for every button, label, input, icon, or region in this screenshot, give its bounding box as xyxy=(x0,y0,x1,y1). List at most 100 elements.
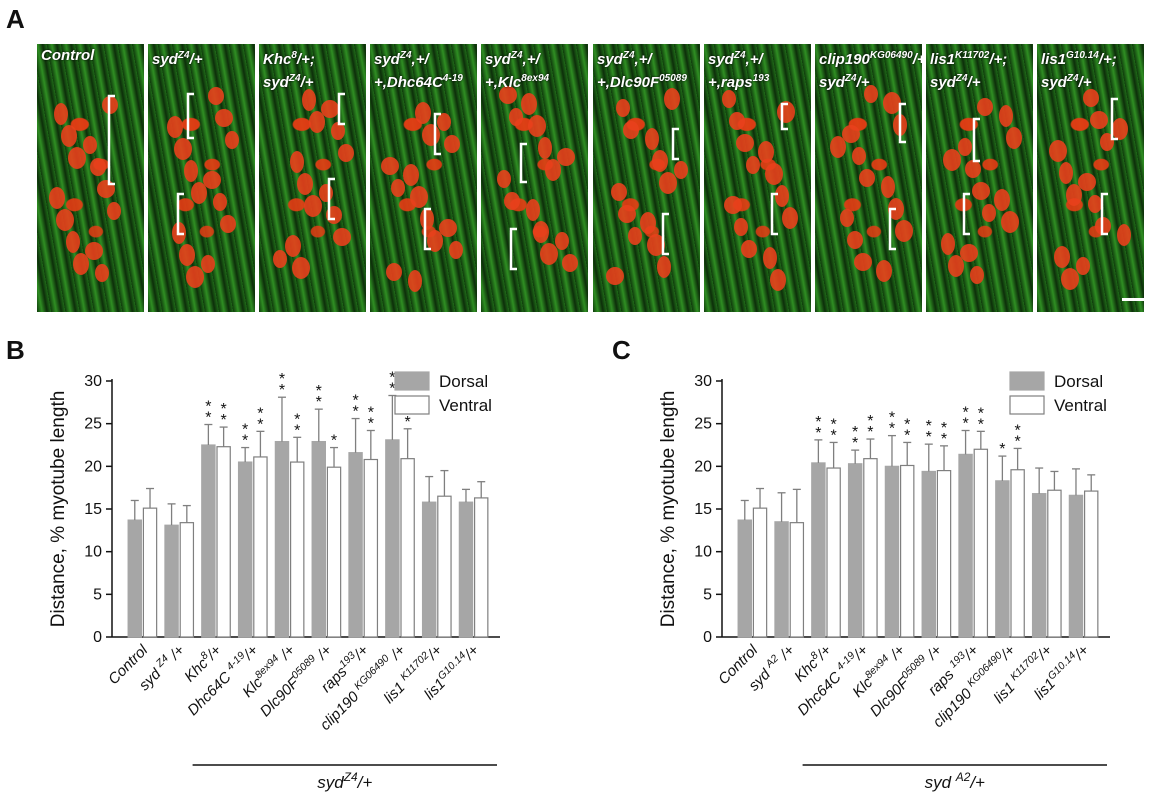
significance-star: * xyxy=(904,416,910,433)
micrograph-panel: Control xyxy=(37,44,144,312)
significance-star: * xyxy=(389,381,395,398)
significance-star: * xyxy=(962,415,968,432)
bar-dorsal xyxy=(958,453,973,638)
bar-dorsal xyxy=(737,519,752,638)
significance-star: * xyxy=(205,410,211,427)
y-tick-label: 10 xyxy=(694,544,712,561)
micrograph-image xyxy=(830,85,913,282)
y-axis-label: Distance, % myotube length xyxy=(48,391,69,628)
micrograph-panel: clip190KG06490/+sydZ4/+ xyxy=(815,44,922,312)
micrograph-panel: sydZ4,+/+,Klc8ex94 xyxy=(481,44,588,312)
legend-label: Ventral xyxy=(1054,396,1107,415)
micrograph-genotype-label: sydZ4,+/+,Dlc90F05089 xyxy=(597,50,687,91)
micrograph-panel: sydZ4,+/+,raps193 xyxy=(704,44,811,312)
y-tick-label: 5 xyxy=(703,586,712,603)
significance-star: * xyxy=(889,410,895,427)
micrograph-image xyxy=(49,94,121,282)
group-label: sydZ4/+ xyxy=(317,770,372,792)
bar-dorsal xyxy=(995,480,1010,638)
y-tick-label: 0 xyxy=(703,629,712,646)
significance-star: * xyxy=(904,427,910,444)
significance-star: * xyxy=(831,427,837,444)
micrograph-genotype-label: Khc8/+; sydZ4/+ xyxy=(263,50,315,91)
significance-star: * xyxy=(316,383,322,400)
significance-star: * xyxy=(294,411,300,428)
bar-dorsal xyxy=(1031,493,1047,638)
panel-letter-a: A xyxy=(6,4,25,34)
micrograph-genotype-label: Control xyxy=(41,47,95,64)
significance-star: * xyxy=(352,393,358,410)
micrograph-image xyxy=(381,102,463,292)
scale-bar xyxy=(1122,298,1144,301)
legend-swatch xyxy=(394,395,430,415)
micrograph-image xyxy=(167,87,239,288)
significance-star: * xyxy=(279,382,285,399)
bar-dorsal xyxy=(811,462,826,638)
significance-star: * xyxy=(221,412,227,429)
bar-ventral xyxy=(789,522,805,638)
significance-star: * xyxy=(926,418,932,435)
legend-swatch xyxy=(1009,371,1045,391)
y-tick-label: 0 xyxy=(93,629,102,646)
y-tick-label: 30 xyxy=(694,373,712,390)
significance-star: * xyxy=(405,414,411,431)
y-tick-label: 20 xyxy=(694,458,712,475)
y-axis-label: Distance, % myotube length xyxy=(658,391,679,628)
bar-dorsal xyxy=(774,521,789,638)
bar-ventral xyxy=(973,448,989,638)
significance-star: * xyxy=(389,370,395,387)
y-tick-label: 30 xyxy=(84,373,102,390)
legend-swatch xyxy=(1009,395,1045,415)
significance-star: * xyxy=(815,425,821,442)
significance-star: * xyxy=(978,405,984,422)
micrograph-panel: lis1K11702/+; sydZ4/+ xyxy=(926,44,1033,312)
micrograph-panel: sydZ4,+/+,Dhc64C4-19 xyxy=(370,44,477,312)
significance-star: * xyxy=(242,422,248,439)
group-label: syd A2/+ xyxy=(925,770,985,792)
significance-star: * xyxy=(978,416,984,433)
significance-star: * xyxy=(257,416,263,433)
micrograph-image xyxy=(1049,89,1131,290)
significance-star: * xyxy=(999,441,1005,458)
bar-ventral xyxy=(1010,469,1025,638)
micrograph-panel: lis1G10.14/+; sydZ4/+ xyxy=(1037,44,1144,312)
bar-ventral xyxy=(899,464,915,638)
significance-star: * xyxy=(368,415,374,432)
significance-star: * xyxy=(941,420,947,437)
bar-ventral xyxy=(1083,490,1099,638)
bar-dorsal xyxy=(847,463,863,638)
micrograph-panel: sydZ4,+/+,Dlc90F05089 xyxy=(593,44,700,312)
micrograph-panel: Khc8/+; sydZ4/+ xyxy=(259,44,366,312)
significance-star: * xyxy=(331,433,337,450)
micrograph-genotype-label: sydZ4,+/+,Dhc64C4-19 xyxy=(374,50,463,91)
significance-star: * xyxy=(242,433,248,450)
y-tick-label: 25 xyxy=(84,416,102,433)
legend-label: Dorsal xyxy=(439,372,488,391)
significance-star: * xyxy=(962,404,968,421)
micrograph-image xyxy=(941,98,1022,284)
y-tick-label: 15 xyxy=(84,501,102,518)
micrograph-image xyxy=(497,86,578,272)
micrograph-genotype-label: lis1K11702/+; sydZ4/+ xyxy=(930,50,1008,91)
significance-star: * xyxy=(852,424,858,441)
y-tick-label: 15 xyxy=(694,501,712,518)
y-tick-label: 10 xyxy=(84,544,102,561)
significance-star: * xyxy=(926,429,932,446)
bar-ventral xyxy=(752,507,768,638)
micrograph-image xyxy=(273,89,354,279)
y-tick-label: 5 xyxy=(93,586,102,603)
significance-star: * xyxy=(205,399,211,416)
panel-letter-c: C xyxy=(612,335,631,365)
significance-star: * xyxy=(1015,433,1021,450)
bar-dorsal xyxy=(1068,494,1084,638)
bar-ventral xyxy=(826,467,841,638)
legend-swatch xyxy=(394,371,430,391)
micrograph-genotype-label: lis1G10.14/+; sydZ4/+ xyxy=(1041,50,1117,91)
y-tick-label: 20 xyxy=(84,458,102,475)
bar-dorsal xyxy=(921,470,936,638)
significance-star: * xyxy=(867,424,873,441)
significance-star: * xyxy=(352,404,358,421)
